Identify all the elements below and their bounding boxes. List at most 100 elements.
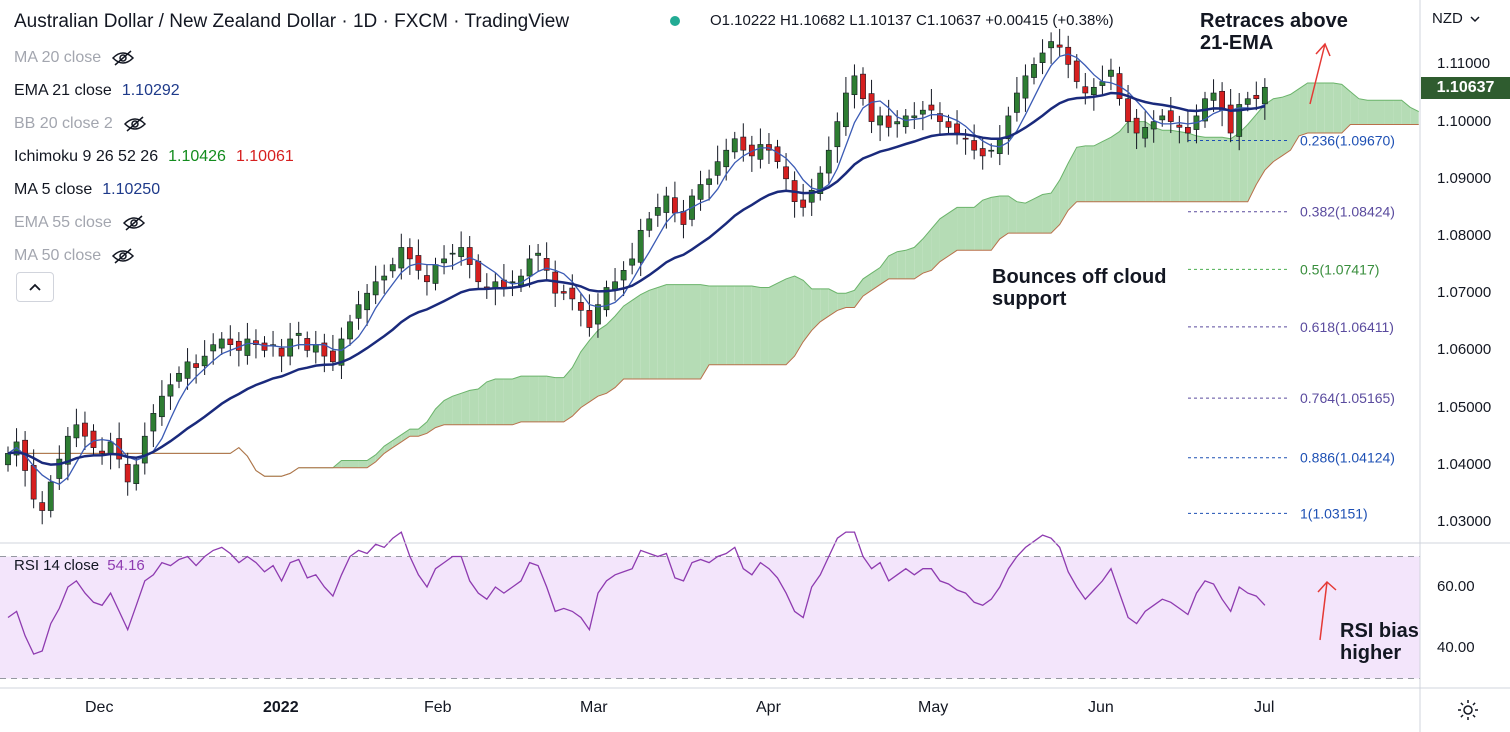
cloud-segment bbox=[803, 280, 812, 342]
annotation-line: RSI bias bbox=[1340, 620, 1419, 642]
time-tick: Apr bbox=[756, 699, 781, 716]
cloud-segment bbox=[1290, 88, 1300, 151]
cloud-segment bbox=[965, 207, 975, 251]
cloud-segment bbox=[1264, 98, 1274, 171]
hidden-eye-icon[interactable] bbox=[111, 247, 135, 264]
candle-body bbox=[441, 258, 447, 264]
last-price-tag: 1.10637 bbox=[1421, 77, 1510, 99]
candle-body bbox=[577, 302, 584, 311]
fib-label: 0.886(1.04124) bbox=[1300, 450, 1395, 466]
indicator-row[interactable]: MA 20 close bbox=[14, 41, 569, 74]
cloud-segment bbox=[991, 195, 1000, 251]
cloud-segment bbox=[692, 284, 701, 379]
annotation-rsi: RSI bias higher bbox=[1340, 620, 1419, 664]
hidden-eye-icon[interactable] bbox=[123, 115, 147, 132]
indicator-row[interactable]: EMA 21 close 1.10292 bbox=[14, 74, 569, 107]
cloud-segment bbox=[401, 429, 410, 442]
candle-body bbox=[800, 199, 807, 208]
gear-icon[interactable] bbox=[1456, 698, 1480, 722]
indicator-row[interactable]: Ichimoku 9 26 52 26 1.10426 1.10061 bbox=[14, 140, 569, 173]
candle-body bbox=[911, 115, 918, 118]
cloud-segment bbox=[1093, 141, 1103, 202]
indicator-row[interactable]: MA 50 close bbox=[14, 239, 569, 272]
price-tick: 1.09000 bbox=[1437, 169, 1492, 187]
candle-body bbox=[603, 287, 610, 311]
annotation-retrace: Retraces above 21-EMA bbox=[1200, 10, 1348, 54]
candle-body bbox=[210, 344, 217, 352]
candle-body bbox=[329, 350, 336, 363]
cloud-segment bbox=[897, 250, 906, 279]
indicator-label: EMA 21 close bbox=[14, 81, 112, 99]
candle-body bbox=[159, 395, 165, 418]
cloud-segment bbox=[1299, 82, 1308, 136]
indicator-row[interactable]: EMA 55 close bbox=[14, 206, 569, 239]
indicator-label: MA 5 close bbox=[14, 180, 93, 198]
candle-body bbox=[116, 438, 123, 460]
time-tick: Jul bbox=[1254, 699, 1275, 716]
candle-body bbox=[466, 247, 473, 265]
candle-body bbox=[697, 184, 704, 200]
indicator-value: 1.10250 bbox=[102, 180, 161, 198]
cloud-segment bbox=[597, 324, 607, 397]
indicator-row[interactable]: MA 5 close 1.10250 bbox=[14, 173, 569, 206]
currency-selector[interactable]: NZD bbox=[1432, 10, 1480, 27]
candle-body bbox=[1159, 115, 1166, 121]
hidden-eye-icon[interactable] bbox=[122, 214, 146, 231]
cloud-segment bbox=[1239, 124, 1248, 202]
cloud-segment bbox=[1145, 121, 1154, 202]
cloud-segment bbox=[1384, 100, 1394, 125]
candle-body bbox=[825, 149, 832, 174]
cloud-segment bbox=[717, 286, 727, 365]
candle-body bbox=[1013, 92, 1020, 113]
cloud-segment bbox=[426, 409, 436, 434]
candle-body bbox=[458, 247, 465, 257]
candle-body bbox=[595, 304, 601, 325]
indicator-label: BB 20 close 2 bbox=[14, 114, 113, 132]
cloud-segment bbox=[1187, 133, 1197, 202]
candle-body bbox=[141, 435, 148, 464]
cloud-segment bbox=[384, 440, 393, 454]
rsi-legend-value: 54.16 bbox=[107, 557, 145, 574]
annotation-line: 21-EMA bbox=[1200, 32, 1274, 54]
price-tick: 1.06000 bbox=[1437, 341, 1492, 359]
cloud-segment bbox=[1213, 137, 1223, 202]
cloud-segment bbox=[418, 421, 427, 437]
cloud-segment bbox=[914, 238, 923, 279]
fib-label: 0.618(1.06411) bbox=[1300, 319, 1394, 335]
time-tick: Dec bbox=[85, 699, 114, 716]
cloud-segment bbox=[760, 287, 769, 365]
cloud-segment bbox=[486, 379, 496, 425]
cloud-segment bbox=[666, 284, 675, 379]
candle-body bbox=[381, 275, 388, 281]
indicator-row[interactable]: BB 20 close 2 bbox=[14, 107, 569, 140]
candle-body bbox=[757, 144, 764, 160]
cloud-segment bbox=[452, 393, 462, 425]
candle-body bbox=[1167, 110, 1174, 122]
hidden-eye-icon[interactable] bbox=[111, 49, 135, 66]
candle-body bbox=[1133, 117, 1140, 134]
arrow-head bbox=[1317, 580, 1337, 593]
candle-body bbox=[312, 344, 319, 353]
cloud-segment bbox=[1410, 107, 1419, 125]
cloud-segment bbox=[495, 379, 504, 425]
cloud-segment bbox=[854, 278, 863, 308]
cloud-segment bbox=[1042, 193, 1052, 234]
arrow-up-rsi bbox=[1319, 581, 1328, 641]
cloud-segment bbox=[871, 267, 881, 291]
candle-body bbox=[244, 338, 251, 356]
candle-body bbox=[372, 281, 379, 296]
collapse-legend-button[interactable] bbox=[16, 272, 54, 302]
time-tick: May bbox=[918, 699, 949, 716]
ma5-line bbox=[7, 53, 1266, 485]
candle-body bbox=[218, 338, 225, 349]
candle-body bbox=[150, 413, 157, 432]
annotation-line: Bounces off cloud bbox=[992, 266, 1167, 288]
cloud-segment bbox=[863, 273, 872, 297]
candle-body bbox=[201, 355, 208, 367]
candle-body bbox=[193, 363, 199, 368]
candle-body bbox=[1150, 121, 1157, 130]
candle-body bbox=[364, 292, 370, 311]
cloud-segment bbox=[563, 367, 573, 422]
